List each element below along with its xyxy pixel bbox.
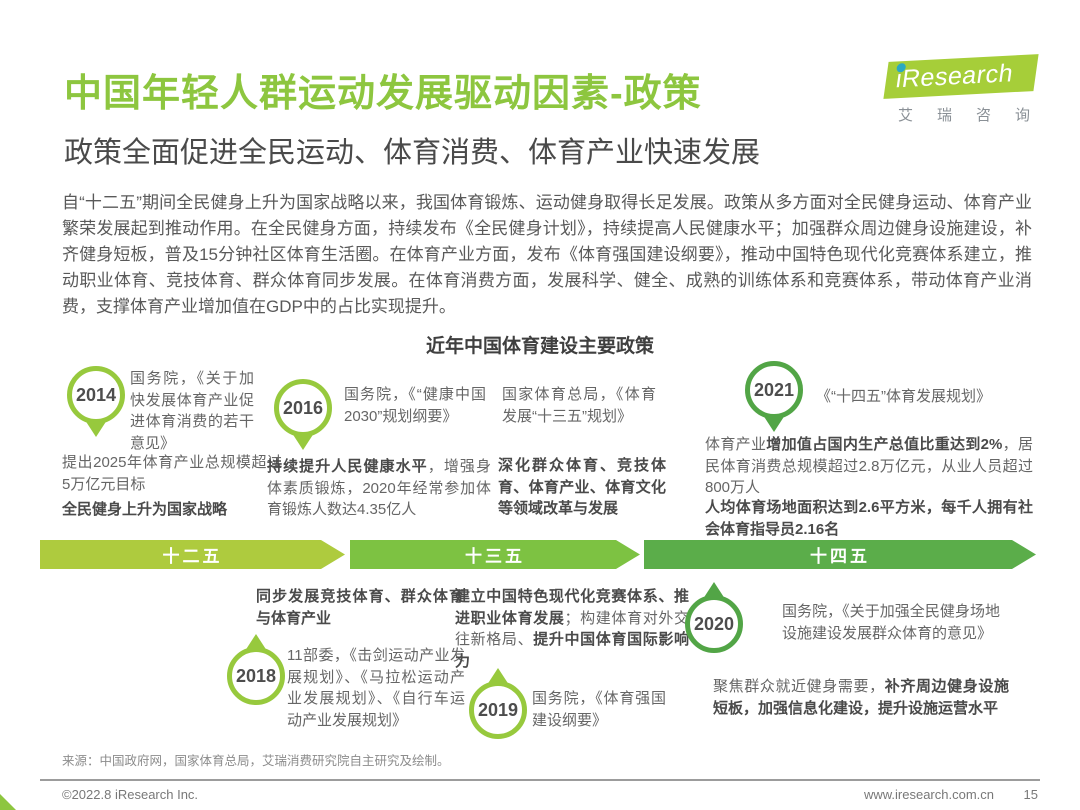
year-pin-2021: 2021	[740, 361, 808, 432]
heading-2018: 同步发展竞技体育、群众体育与体育产业	[256, 588, 464, 627]
timeline-arrow-14th-plan: 十四五	[644, 540, 1036, 569]
policy-2014: 国务院，《关于加快发展体育产业促进体育消费的若干意见》	[130, 370, 254, 452]
note-2021-bold: 增加值占国内生产总值比重达到2%	[766, 436, 1003, 453]
note-2021-gdp: 体育产业增加值占国内生产总值比重达到2%，居民体育消费总规模超过2.8万亿元，从…	[705, 434, 1033, 499]
note-2014-strategy: 全民健身上升为国家战略	[62, 501, 228, 518]
heading-2019-normal: ；构建体育对外交往新格局、	[455, 609, 689, 649]
note-13th-plan: 深化群众体育、竞技体育、体育产业、体育文化等领域改革与发展	[498, 457, 666, 517]
note-2020: 聚焦群众就近健身需要，补齐周边健身设施短板，加强信息化建设，提升设施运营水平	[713, 676, 1009, 719]
year-label-2014: 2014	[67, 366, 125, 424]
year-label-2018: 2018	[227, 647, 285, 705]
timeline-arrow-12th-plan: 十二五	[40, 540, 345, 569]
year-pin-2019: 2019	[464, 668, 532, 739]
note-2016-rest: ，增强身体素质锻炼，2020年经常参加体育锻炼人数达4.35亿人	[267, 458, 491, 518]
timeline-arrow-13th-plan: 十三五	[350, 540, 640, 569]
year-pin-2016: 2016	[269, 379, 337, 450]
note-2020-pre: 聚焦群众就近健身需要，	[713, 678, 885, 695]
period-label-12th: 十二五	[162, 547, 223, 566]
note-2016: 持续提升人民健康水平，增强身体素质锻炼，2020年经常参加体育锻炼人数达4.35…	[267, 456, 491, 521]
footer-divider	[40, 779, 1040, 781]
period-label-14th: 十四五	[810, 547, 870, 566]
policy-2020: 国务院，《关于加强全民健身场地设施建设发展群众体育的意见》	[782, 603, 1000, 642]
policy-13th-plan: 国家体育总局，《体育发展“十三五”规划》	[502, 386, 656, 425]
note-2016-bold: 持续提升人民健康水平	[267, 458, 428, 475]
logo-caption: 艾瑞咨询	[898, 107, 1055, 124]
year-label-2021: 2021	[745, 361, 803, 419]
corner-accent-icon	[0, 794, 16, 810]
heading-2019-bold1: 建立中国特色现代化竞赛体系、推进职业体育发展	[455, 588, 689, 627]
logo-plate: iResearch	[883, 54, 1039, 99]
copyright-text: ©2022.8 iResearch Inc.	[62, 787, 199, 802]
year-label-2020: 2020	[685, 595, 743, 653]
website-text: www.iresearch.com.cn	[863, 787, 994, 802]
logo-brand-text: iResearch	[894, 59, 1016, 94]
intro-paragraph: 自“十二五”期间全民健身上升为国家战略以来，我国体育锻炼、运动健身取得长足发展。…	[62, 193, 1032, 316]
period-label-13th: 十三五	[465, 547, 525, 566]
page-title: 中国年轻人群运动发展驱动因素-政策	[64, 73, 702, 115]
policy-2016: 国务院，《“健康中国2030”规划纲要》	[344, 386, 486, 425]
slide-subtitle: 政策全面促进全民运动、体育消费、体育产业快速发展	[64, 137, 761, 169]
year-pin-2020: 2020	[680, 582, 748, 653]
note-2021-rest: ，居民体育消费总规模超过2.8万亿元，从业人员超过800万人	[705, 436, 1033, 496]
note-2014-target: 提出2025年体育产业总规模超过5万亿元目标	[62, 454, 282, 493]
chart-title: 近年中国体育建设主要政策	[425, 336, 654, 357]
note-2021-pre: 体育产业	[705, 436, 767, 453]
note-2020-bold: 补齐周边健身设施短板，加强信息化建设，提升设施运营水平	[713, 678, 1009, 717]
heading-2019-bold2: 提升中国体育国际影响力	[455, 631, 689, 670]
page-number: 15	[1023, 787, 1038, 802]
policy-2018: 11部委，《击剑运动产业发展规划》、《马拉松运动产业发展规划》、《自行车运动产业…	[287, 647, 465, 729]
note-2021-area: 人均体育场地面积达到2.6平方米，每千人拥有社会体育指导员2.16名	[705, 499, 1033, 538]
policy-2019: 国务院，《体育强国建设纲要》	[532, 690, 666, 729]
source-note: 来源：中国政府网，国家体育总局，艾瑞消费研究院自主研究及绘制。	[62, 754, 450, 768]
year-label-2019: 2019	[469, 681, 527, 739]
year-pin-2018: 2018	[222, 634, 290, 705]
heading-2019: 建立中国特色现代化竞赛体系、推进职业体育发展；构建体育对外交往新格局、提升中国体…	[455, 586, 689, 672]
year-pin-2014: 2014	[62, 366, 130, 437]
year-label-2016: 2016	[274, 379, 332, 437]
iresearch-logo: iResearch 艾瑞咨询	[883, 54, 1055, 125]
policy-2021: 《“十四五”体育发展规划》	[816, 388, 991, 405]
